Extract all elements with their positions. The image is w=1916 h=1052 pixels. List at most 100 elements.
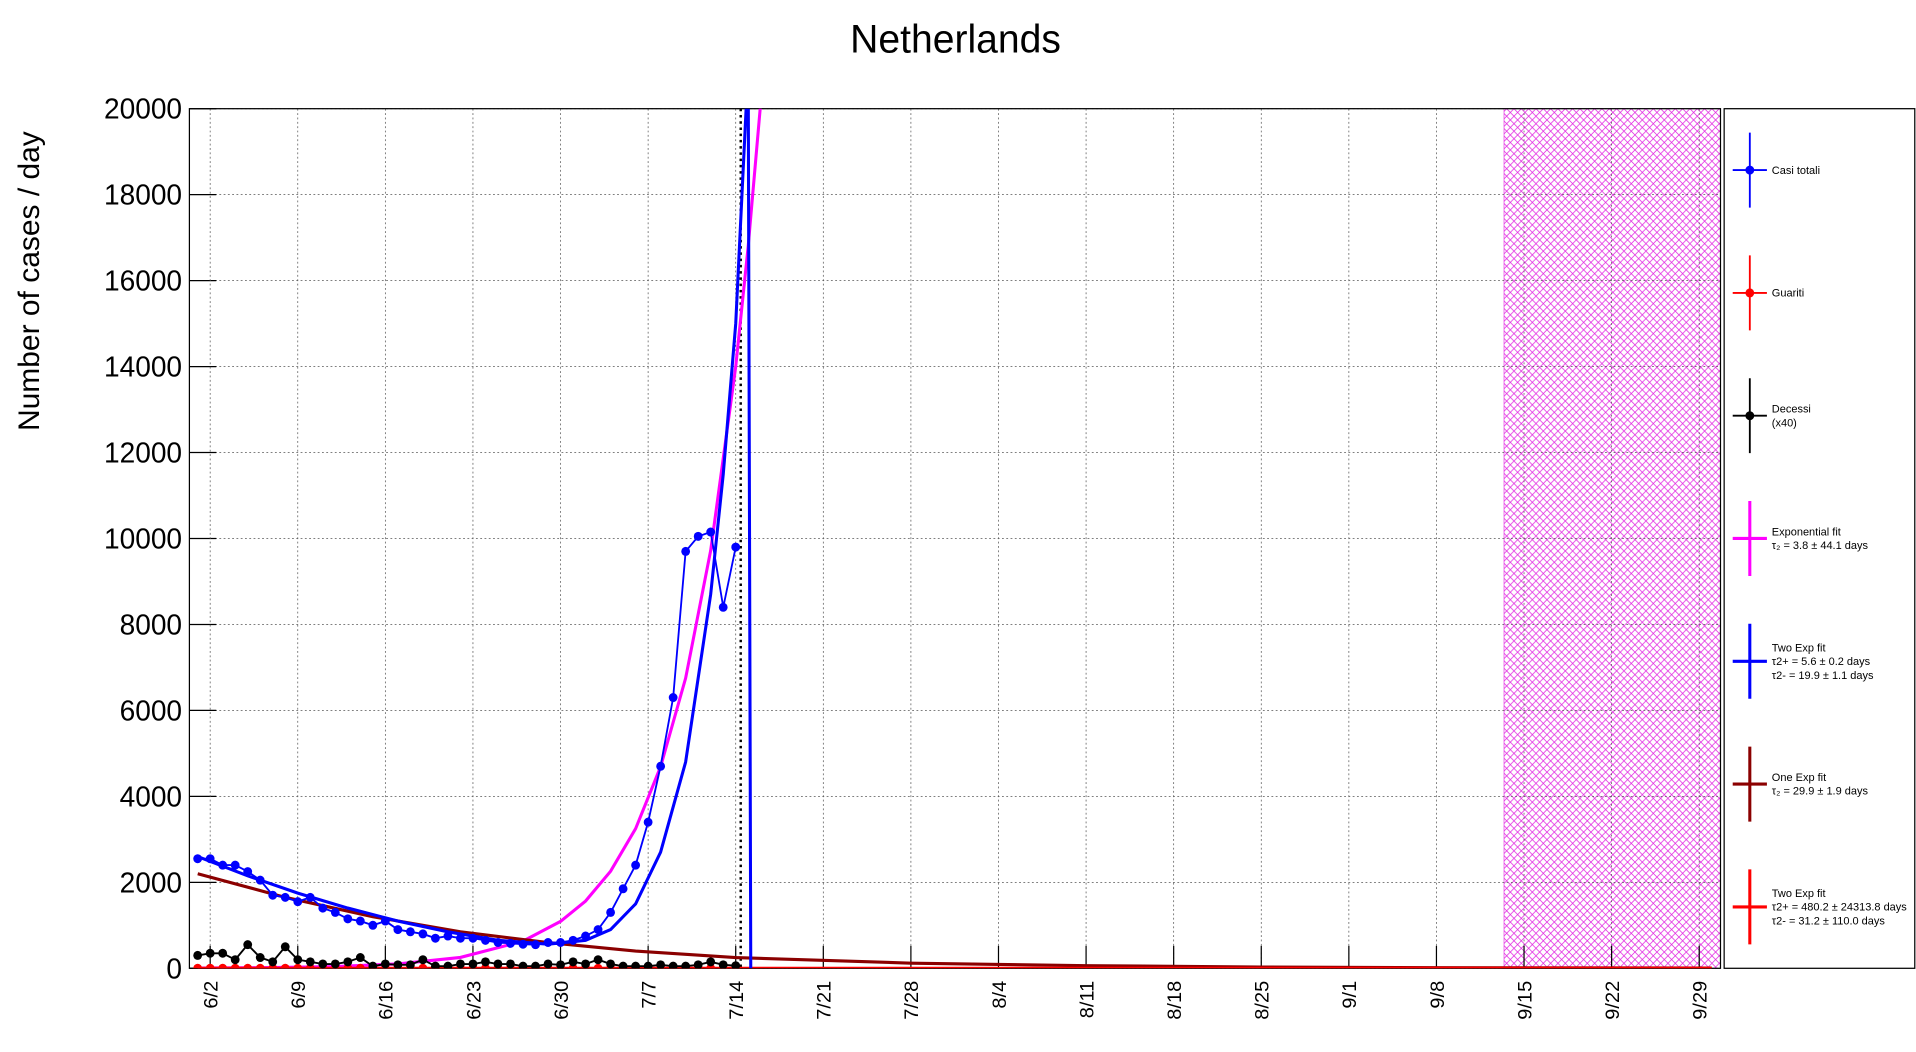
data-point: [581, 959, 590, 969]
data-point: [618, 961, 628, 969]
y-tick-label: 0: [166, 953, 182, 985]
data-point: [218, 860, 228, 870]
y-tick-label: 18000: [104, 179, 182, 211]
data-point: [243, 867, 253, 877]
fit-curve: [197, 108, 753, 969]
data-point: [193, 854, 203, 864]
data-point: [368, 961, 378, 969]
data-point: [431, 961, 440, 969]
y-tick-label: 20000: [104, 93, 182, 125]
y-axis-label: Number of cases / day: [13, 131, 46, 431]
data-point: [468, 933, 478, 943]
x-tick-label: 7/7: [639, 981, 661, 1009]
legend-marker: [1745, 411, 1755, 421]
y-tick-label: 16000: [104, 265, 182, 297]
legend-label: One Exp fit: [1772, 772, 1826, 784]
x-tick-label: 8/11: [1077, 981, 1099, 1018]
data-point: [405, 927, 415, 937]
data-point: [280, 963, 290, 969]
data-point: [293, 897, 303, 907]
x-tick-label: 7/28: [901, 981, 923, 1020]
data-point: [643, 961, 653, 969]
legend-label: (x40): [1772, 417, 1797, 429]
data-point: [355, 953, 365, 963]
x-tick-label: 9/15: [1515, 981, 1537, 1020]
legend-marker: [1745, 288, 1755, 298]
data-point: [330, 907, 340, 917]
data-point: [568, 957, 578, 967]
x-tick-label: 7/21: [814, 981, 836, 1020]
data-point: [718, 602, 728, 612]
data-point: [693, 960, 703, 969]
data-point: [443, 961, 453, 969]
data-point: [318, 903, 328, 913]
data-point: [318, 959, 328, 969]
data-point: [543, 959, 553, 969]
data-point: [193, 963, 203, 969]
data-point: [293, 963, 303, 969]
data-point: [681, 546, 691, 556]
data-point: [706, 957, 716, 967]
data-point: [330, 959, 340, 969]
data-point: [468, 959, 478, 969]
data-point: [706, 527, 716, 537]
data-point: [355, 963, 365, 969]
y-tick-label: 14000: [104, 351, 182, 383]
y-tick-label: 10000: [104, 523, 182, 555]
data-point: [618, 884, 628, 894]
legend-label: Two Exp fit: [1772, 642, 1826, 654]
data-point: [593, 925, 603, 935]
legend-label: Two Exp fit: [1772, 888, 1826, 900]
data-point: [718, 960, 728, 969]
data-point: [531, 940, 540, 950]
data-point: [393, 960, 403, 969]
data-point: [305, 892, 315, 902]
legend-label: τ2- = 19.9 ± 1.1 days: [1772, 670, 1874, 682]
data-point: [643, 817, 653, 827]
data-point: [656, 761, 666, 771]
data-point: [668, 961, 678, 969]
x-tick-label: 7/14: [726, 981, 748, 1020]
y-tick-label: 6000: [120, 695, 182, 727]
data-point: [581, 931, 590, 941]
data-point: [393, 925, 403, 935]
data-point: [518, 939, 528, 949]
data-point: [456, 933, 465, 943]
x-tick-label: 6/30: [551, 981, 573, 1020]
legend-label: τ₂ = 3.8 ± 44.1 days: [1772, 540, 1869, 552]
x-tick-label: 8/25: [1252, 981, 1274, 1020]
data-point: [493, 938, 503, 947]
legend-label: τ2+ = 480.2 ± 24313.8 days: [1772, 902, 1907, 914]
y-tick-label: 12000: [104, 437, 182, 469]
data-point: [255, 875, 265, 885]
data-point: [681, 961, 691, 969]
x-tick-label: 6/2: [201, 981, 223, 1009]
data-point: [418, 955, 428, 965]
data-point: [218, 948, 228, 958]
data-point: [230, 955, 240, 965]
legend-label: τ₂ = 29.9 ± 1.9 days: [1772, 786, 1869, 798]
data-point: [593, 955, 603, 965]
data-point: [305, 957, 315, 967]
data-point: [481, 957, 490, 967]
y-tick-label: 8000: [120, 609, 182, 641]
data-point: [481, 935, 490, 945]
x-tick-label: 9/29: [1690, 981, 1712, 1020]
data-point: [268, 890, 278, 900]
legend-label: τ2- = 31.2 ± 110.0 days: [1772, 915, 1886, 927]
data-point: [506, 938, 515, 948]
data-point: [205, 948, 215, 958]
data-point: [456, 959, 465, 969]
data-point: [556, 960, 565, 969]
legend-label: τ2+ = 5.6 ± 0.2 days: [1772, 656, 1871, 668]
data-point: [230, 963, 240, 969]
data-point: [380, 959, 390, 969]
data-point: [243, 963, 253, 969]
data-point: [418, 929, 428, 939]
x-tick-label: 6/23: [463, 981, 485, 1020]
plot-area: [193, 108, 1712, 969]
data-point: [405, 960, 415, 969]
data-point: [731, 961, 741, 969]
data-point: [568, 935, 578, 945]
